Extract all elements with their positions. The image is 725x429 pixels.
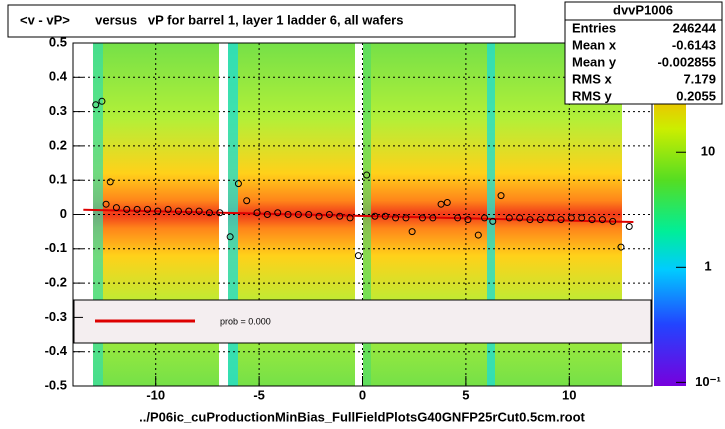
profile-point: [381, 212, 389, 220]
profile-point: [443, 198, 451, 206]
x-axis-label: ../P06ic_cuProductionMinBias_FullFieldPl…: [139, 409, 585, 424]
title-box: <v - vP> versus vP for barrel 1, layer 1…: [7, 4, 516, 38]
profile-point: [284, 211, 292, 218]
profile-point: [402, 214, 410, 222]
profile-point: [609, 217, 617, 225]
profile-point: [294, 211, 302, 218]
stats-label: Mean y: [572, 54, 617, 69]
profile-point: [588, 216, 596, 224]
x-tick-label: 5: [462, 387, 469, 402]
x-tick-label: 0: [359, 387, 366, 402]
stats-value: 7.179: [683, 71, 716, 86]
stats-label: RMS x: [572, 71, 613, 86]
x-tick-label: 10: [562, 387, 576, 402]
profile-point: [106, 178, 114, 186]
profile-point: [418, 214, 426, 222]
profile-point: [274, 209, 282, 217]
profile-point: [598, 216, 606, 224]
profile-point: [481, 214, 489, 222]
profile-point: [143, 205, 151, 213]
stats-value: -0.002855: [657, 54, 716, 69]
profile-point: [325, 211, 333, 218]
profile-point: [392, 214, 400, 222]
stats-label: Entries: [572, 20, 616, 35]
profile-point: [98, 97, 106, 105]
stats-title: dvvP1006: [613, 2, 673, 17]
profile-point: [123, 205, 131, 213]
profile-point: [526, 216, 534, 224]
stats-box: dvvP1006 Entries 246244 Mean x -0.6143 Mean …: [564, 1, 723, 105]
legend-label: prob = 0.000: [220, 316, 271, 326]
profile-point: [226, 233, 234, 241]
profile-point: [354, 252, 362, 260]
z-tick-label: 10: [701, 144, 715, 159]
profile-point: [195, 207, 203, 215]
x-tick-label: -10: [146, 387, 165, 402]
profile-point: [174, 207, 182, 215]
stats-value: -0.6143: [672, 37, 716, 52]
z-tick-label: 10⁻¹: [695, 374, 721, 389]
profile-point: [205, 209, 213, 217]
profile-point: [133, 205, 141, 213]
y-tick-label: 0: [60, 206, 67, 221]
y-tick-label: -0.5: [45, 377, 67, 392]
profile-point: [92, 101, 100, 109]
profile-point: [102, 200, 110, 208]
profile-point: [371, 212, 379, 220]
y-tick-label: 0.1: [49, 172, 67, 187]
profile-point: [489, 217, 497, 225]
legend: prob = 0.000: [73, 299, 652, 344]
profile-point: [154, 207, 162, 215]
profile-point: [315, 212, 323, 220]
stats-label: RMS y: [572, 88, 613, 103]
profile-point: [567, 214, 575, 222]
profile-point: [454, 214, 462, 222]
profile-point: [516, 214, 524, 222]
y-tick-label: -0.2: [45, 275, 67, 290]
profile-point: [346, 214, 354, 222]
profile-point: [536, 216, 544, 224]
profile-point: [336, 212, 344, 220]
profile-point: [263, 211, 271, 218]
profile-point: [625, 223, 633, 231]
y-tick-label: -0.1: [45, 240, 67, 255]
profile-point: [253, 209, 261, 217]
z-tick-label: 1: [704, 259, 711, 274]
profile-point: [437, 200, 445, 208]
profile-point: [505, 214, 513, 222]
stats-value: 246244: [673, 20, 717, 35]
stats-value: 0.2055: [676, 88, 716, 103]
profile-point: [305, 211, 313, 218]
profile-point: [617, 243, 625, 251]
profile-point: [557, 216, 565, 224]
y-tick-label: 0.5: [49, 34, 67, 49]
profile-point: [497, 192, 505, 200]
profile-point: [474, 231, 482, 239]
stats-label: Mean x: [572, 37, 617, 52]
profile-point: [363, 171, 371, 179]
y-tick-label: -0.4: [45, 343, 68, 358]
y-tick-label: 0.2: [49, 137, 67, 152]
y-tick-label: 0.3: [49, 103, 67, 118]
profile-point: [429, 214, 437, 222]
x-tick-label: -5: [253, 387, 265, 402]
y-tick-label: -0.3: [45, 309, 67, 324]
profile-point: [578, 214, 586, 222]
y-tick-label: 0.4: [49, 69, 68, 84]
profile-point: [547, 214, 555, 222]
profile-point: [216, 209, 224, 217]
chart-title: <v - vP> versus vP for barrel 1, layer 1…: [20, 12, 403, 27]
profile-point: [164, 205, 172, 213]
profile-point: [185, 207, 193, 215]
fit-line: [83, 208, 634, 224]
profile-point: [243, 197, 251, 205]
profile-point: [464, 216, 472, 224]
profile-point: [234, 180, 242, 188]
profile-point: [112, 204, 120, 212]
profile-point: [408, 228, 416, 236]
